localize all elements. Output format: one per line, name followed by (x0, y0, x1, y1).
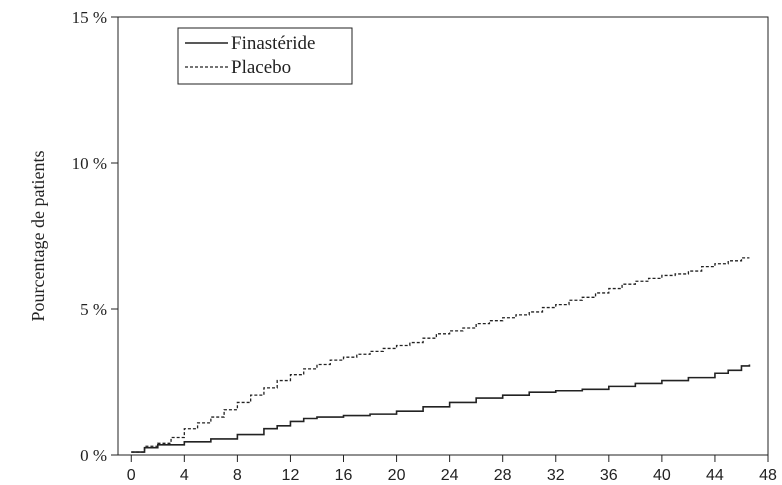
series-line-placebo (131, 257, 750, 453)
x-tick-label: 36 (600, 467, 618, 484)
legend-placebo-label: Placebo (231, 57, 291, 78)
legend-finasteride-label: Finastéride (231, 33, 315, 54)
y-tick-label: 15 % (72, 8, 107, 27)
y-axis-label: Pourcentage de patients (28, 151, 48, 322)
x-tick-label: 0 (127, 467, 136, 484)
legend-box (177, 27, 353, 85)
x-tick-label: 28 (494, 467, 512, 484)
x-axis-ticks: 0 4 8 12 16 20 24 28 32 36 40 44 48 (127, 455, 777, 484)
x-tick-label: 48 (759, 467, 777, 484)
x-tick-label: 4 (180, 467, 189, 484)
series-lines (131, 257, 751, 453)
plot-frame (117, 16, 769, 456)
y-axis-ticks: 0 % 5 % 10 % 15 % (72, 8, 118, 465)
x-tick-label: 44 (706, 467, 724, 484)
y-tick-label: 10 % (72, 154, 107, 173)
series-line-finasteride (131, 364, 751, 453)
x-tick-label: 24 (441, 467, 459, 484)
x-tick-label: 8 (233, 467, 242, 484)
x-tick-label: 32 (547, 467, 565, 484)
x-tick-label: 40 (653, 467, 671, 484)
y-tick-label: 5 % (80, 300, 107, 319)
x-tick-label: 12 (282, 467, 300, 484)
legend: Finastéride Placebo (177, 27, 353, 85)
x-tick-label: 20 (388, 467, 406, 484)
y-tick-label: 0 % (80, 446, 107, 465)
x-tick-label: 16 (335, 467, 353, 484)
